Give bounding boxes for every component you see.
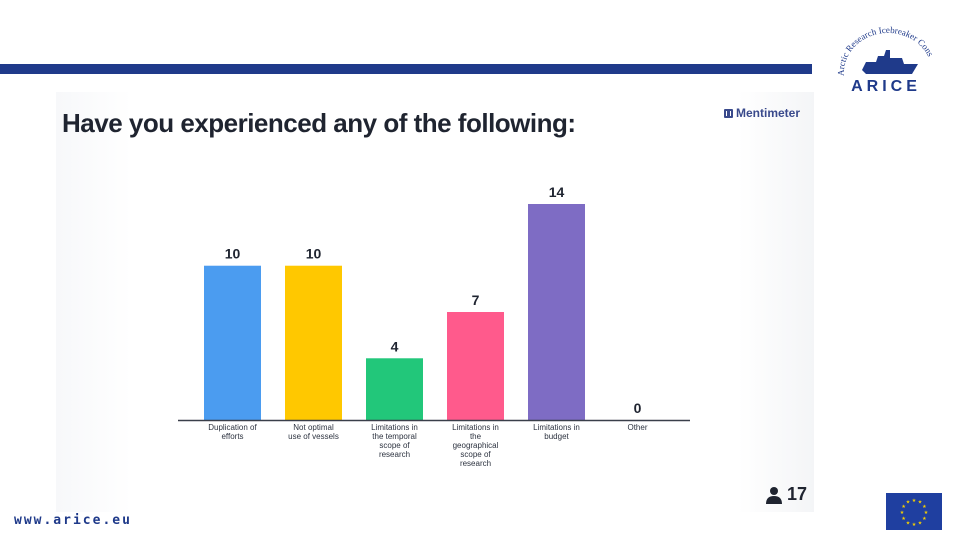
data-label: 10 <box>225 246 241 262</box>
arice-logo: Arctic Research Icebreaker Cons ARICE <box>836 25 936 95</box>
respondent-count: 17 <box>787 484 808 504</box>
eu-star: ★ <box>906 520 911 526</box>
eu-star: ★ <box>924 510 929 516</box>
eu-star: ★ <box>900 510 905 516</box>
category-label: Limitations in the temporal scope of resear… <box>371 423 418 459</box>
eu-star: ★ <box>901 516 906 522</box>
category-label: Other <box>627 423 647 432</box>
eu-star: ★ <box>901 504 906 510</box>
page-title: Have you experienced any of the followin… <box>62 108 576 138</box>
category-label: Limitations in budget <box>533 423 580 441</box>
bar-chart: 10 Duplication of efforts 10 Not optimal use … <box>178 184 690 468</box>
eu-star: ★ <box>912 498 917 504</box>
website-link[interactable]: www.arice.eu <box>14 513 132 528</box>
eu-flag-icon: ★ ★★★★★★★★★★★ <box>886 493 942 530</box>
mentimeter-label: Mentimeter <box>736 106 801 120</box>
logo-wordmark: ARICE <box>851 78 921 95</box>
mentimeter-icon <box>724 108 733 118</box>
eu-star: ★ <box>906 500 911 506</box>
bar <box>285 265 342 420</box>
eu-star: ★ <box>918 520 923 526</box>
person-icon <box>766 486 782 504</box>
slide-background <box>56 92 814 512</box>
data-label: 7 <box>472 292 480 308</box>
bar <box>366 358 423 420</box>
data-label: 14 <box>549 184 565 200</box>
category-label: Duplication of efforts <box>208 423 257 441</box>
eu-star: ★ <box>922 516 927 522</box>
data-label: 0 <box>634 400 642 416</box>
category-label: Limitations in the geographical scope of res… <box>452 423 499 468</box>
eu-star: ★ <box>922 504 927 510</box>
category-label: Not optimal use of vessels <box>288 423 339 441</box>
bar <box>204 265 261 420</box>
data-label: 4 <box>391 338 399 354</box>
eu-star: ★ <box>912 522 917 528</box>
eu-star: ★ <box>918 500 923 506</box>
mentimeter-brand: Mentimeter <box>724 106 800 120</box>
bar <box>528 204 585 420</box>
bar <box>447 312 504 420</box>
respondent-counter: 17 <box>765 484 807 505</box>
icebreaker-ship-icon <box>862 50 918 74</box>
header-accent-bar <box>0 64 812 74</box>
data-label: 10 <box>306 246 322 262</box>
